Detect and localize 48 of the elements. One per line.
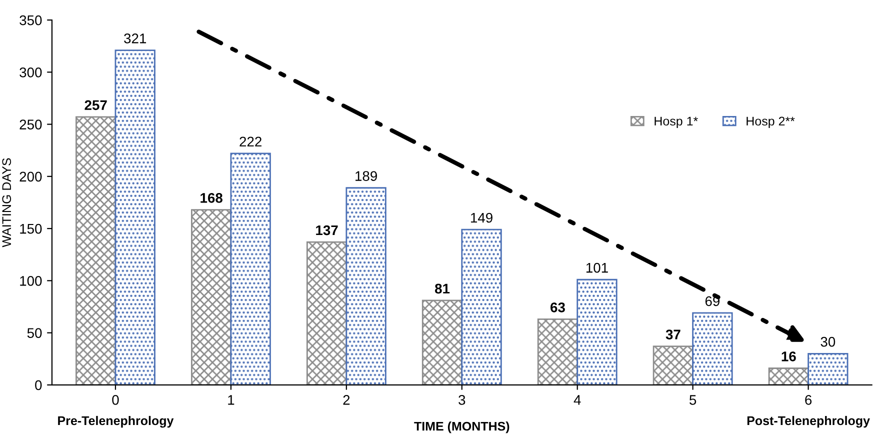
legend-label: Hosp 1*	[654, 116, 698, 128]
bar	[76, 116, 116, 385]
x-tick-label: 3	[458, 395, 466, 405]
bar	[346, 187, 386, 385]
text: Pre-Telenephrology	[58, 416, 174, 428]
x-tick-label: 1	[228, 395, 234, 405]
data-label: 189	[356, 171, 377, 181]
data-label: 321	[124, 34, 146, 44]
data-label: 63	[550, 302, 565, 312]
data-label: 81	[434, 284, 450, 294]
bar	[230, 152, 271, 385]
y-tick-label: 200	[20, 172, 42, 182]
y-tick-label: 250	[20, 120, 42, 130]
x-tick-label: 6	[805, 395, 812, 405]
bar	[461, 228, 502, 385]
bar	[768, 368, 809, 385]
data-label: 149	[470, 212, 492, 223]
x-tick-label: 0	[112, 395, 119, 405]
data-label: 168	[200, 193, 222, 203]
text: Post-Telenephrology	[747, 416, 870, 428]
y-tick-label: 350	[20, 15, 42, 26]
data-label: 101	[586, 262, 608, 273]
bar	[808, 352, 848, 385]
data-label: 37	[666, 330, 680, 340]
bar	[190, 209, 232, 385]
x-tick-label: 2	[343, 395, 350, 405]
data-label: 257	[84, 100, 107, 110]
y-tick-label: 300	[20, 67, 42, 78]
bar	[576, 278, 618, 385]
data-label: 137	[316, 225, 338, 236]
y-axis-title: WAITING DAYS	[2, 158, 12, 248]
y-tick-label: 0	[35, 380, 42, 390]
x-tick-label: 5	[690, 395, 696, 405]
bar	[652, 346, 694, 385]
data-label: 30	[820, 336, 836, 347]
y-tick-label: 50	[27, 328, 42, 338]
y-tick-label: 150	[20, 224, 42, 234]
data-label: 16	[782, 351, 796, 362]
y-tick-label: 100	[20, 276, 42, 286]
bar	[114, 50, 156, 385]
bar	[306, 241, 348, 385]
bar	[692, 312, 733, 385]
bar	[537, 318, 578, 385]
legend-label: Hosp 2**	[746, 116, 795, 128]
data-label: 222	[240, 136, 262, 146]
x-axis-title: TIME (MONTHS)	[414, 421, 510, 434]
x-tick-label: 4	[574, 395, 581, 405]
bar	[422, 300, 463, 385]
